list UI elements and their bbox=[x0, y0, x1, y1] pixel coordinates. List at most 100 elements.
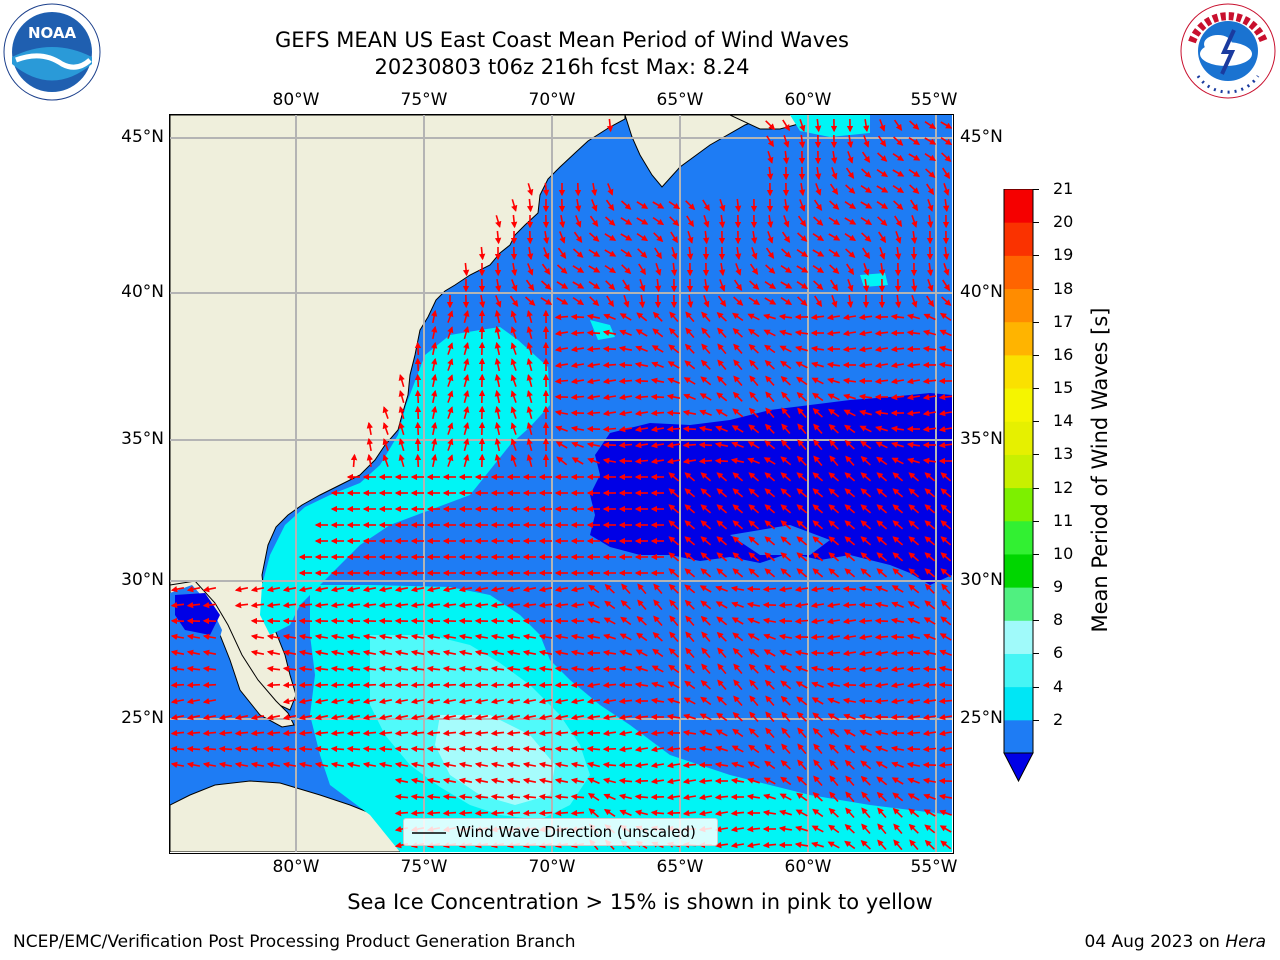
wave-direction-arrow bbox=[170, 633, 185, 641]
colorbar-tick-label: 9 bbox=[1053, 577, 1064, 597]
wave-direction-arrow bbox=[586, 409, 601, 417]
wave-direction-arrow bbox=[860, 568, 872, 578]
wave-direction-arrow bbox=[699, 393, 712, 401]
wave-direction-arrow bbox=[940, 616, 952, 626]
legend-line-icon bbox=[412, 832, 446, 834]
wave-direction-arrow bbox=[701, 327, 711, 339]
wave-direction-arrow bbox=[410, 681, 425, 689]
wave-direction-arrow bbox=[844, 504, 856, 514]
wave-direction-arrow bbox=[314, 681, 329, 689]
wave-direction-arrow bbox=[783, 135, 790, 148]
wave-direction-arrow bbox=[796, 504, 808, 514]
wave-direction-arrow bbox=[891, 585, 904, 593]
wave-direction-arrow bbox=[620, 217, 633, 225]
wave-direction-arrow bbox=[748, 488, 760, 498]
wave-direction-arrow bbox=[943, 263, 950, 276]
wave-direction-arrow bbox=[767, 151, 774, 164]
colorbar-tick-mark bbox=[1033, 454, 1039, 456]
wave-direction-arrow bbox=[827, 377, 840, 384]
wave-direction-arrow bbox=[250, 745, 265, 753]
wave-direction-arrow bbox=[494, 230, 502, 245]
wave-direction-arrow bbox=[622, 279, 630, 292]
wave-direction-arrow bbox=[431, 405, 438, 420]
wave-direction-arrow bbox=[698, 425, 713, 432]
wave-direction-arrow bbox=[638, 294, 646, 309]
wave-direction-arrow bbox=[526, 437, 533, 452]
wave-direction-arrow bbox=[796, 249, 809, 258]
wave-direction-arrow bbox=[314, 745, 329, 753]
colorbar-segment bbox=[1004, 487, 1033, 522]
wave-direction-arrow bbox=[634, 457, 649, 465]
wave-direction-arrow bbox=[894, 215, 903, 228]
wave-direction-arrow bbox=[797, 423, 807, 435]
wave-direction-arrow bbox=[941, 583, 951, 595]
map-legend: Wind Wave Direction (unscaled) bbox=[403, 818, 718, 846]
wave-direction-arrow bbox=[814, 166, 822, 181]
wave-direction-arrow bbox=[522, 586, 537, 593]
wave-direction-arrow bbox=[939, 312, 952, 322]
wave-direction-arrow bbox=[170, 601, 185, 609]
wave-direction-arrow bbox=[781, 423, 791, 435]
wave-direction-arrow bbox=[924, 472, 936, 482]
wave-direction-arrow bbox=[766, 135, 774, 148]
wave-direction-arrow bbox=[442, 681, 457, 689]
wave-direction-arrow bbox=[474, 745, 489, 753]
wave-direction-arrow bbox=[538, 745, 553, 753]
wave-direction-arrow bbox=[924, 153, 937, 162]
wave-direction-arrow bbox=[876, 201, 889, 210]
wave-direction-arrow bbox=[794, 585, 809, 593]
wave-direction-arrow bbox=[414, 389, 422, 404]
wave-direction-arrow bbox=[828, 217, 841, 226]
wave-direction-arrow bbox=[266, 601, 281, 609]
wave-direction-arrow bbox=[703, 295, 710, 308]
colorbar-segment bbox=[1004, 421, 1033, 455]
wave-direction-arrow bbox=[510, 438, 517, 451]
wave-direction-arrow bbox=[828, 488, 840, 498]
wave-direction-arrow bbox=[732, 520, 744, 530]
wave-direction-arrow bbox=[682, 457, 697, 465]
wave-direction-arrow bbox=[186, 745, 201, 753]
wave-direction-arrow bbox=[891, 457, 904, 465]
wave-direction-arrow bbox=[811, 361, 824, 368]
wave-direction-arrow bbox=[893, 136, 904, 146]
wave-direction-arrow bbox=[634, 377, 649, 385]
wave-direction-arrow bbox=[700, 376, 712, 386]
wave-direction-arrow bbox=[749, 391, 759, 403]
wave-direction-arrow bbox=[366, 453, 373, 468]
wave-direction-arrow bbox=[829, 200, 840, 210]
lon-tick-bottom: 75°W bbox=[400, 857, 448, 877]
wave-direction-arrow bbox=[892, 552, 904, 562]
wave-direction-arrow bbox=[906, 329, 921, 337]
wave-direction-arrow bbox=[892, 504, 904, 514]
wave-direction-arrow bbox=[570, 361, 585, 369]
colorbar-segment bbox=[1004, 222, 1033, 256]
wave-direction-arrow bbox=[700, 615, 711, 626]
wave-direction-arrow bbox=[747, 313, 760, 321]
wave-direction-arrow bbox=[652, 216, 665, 226]
wave-direction-arrow bbox=[716, 504, 728, 514]
wave-direction-arrow bbox=[910, 278, 918, 293]
wave-direction-arrow bbox=[747, 457, 760, 464]
map-panel bbox=[169, 114, 954, 854]
lat-tick-left: 25°N bbox=[121, 708, 164, 728]
lon-tick-top: 65°W bbox=[656, 90, 704, 110]
wave-direction-arrow bbox=[891, 601, 904, 608]
colorbar bbox=[1003, 188, 1034, 784]
wave-direction-arrow bbox=[938, 393, 952, 401]
wave-direction-arrow bbox=[636, 632, 648, 642]
wave-direction-arrow bbox=[554, 361, 569, 369]
wave-direction-arrow bbox=[447, 342, 454, 355]
wave-direction-arrow bbox=[876, 185, 889, 193]
wave-direction-arrow bbox=[845, 455, 855, 466]
wave-direction-arrow bbox=[605, 280, 616, 291]
wave-direction-arrow bbox=[458, 586, 473, 593]
wave-direction-arrow bbox=[766, 214, 774, 229]
wave-direction-arrow bbox=[732, 408, 744, 418]
wave-direction-arrow bbox=[522, 601, 537, 609]
wave-direction-arrow bbox=[810, 313, 825, 321]
wave-direction-arrow bbox=[701, 631, 711, 643]
wave-direction-arrow bbox=[654, 247, 662, 260]
wave-direction-arrow bbox=[636, 312, 648, 322]
wave-direction-arrow bbox=[782, 198, 790, 213]
wave-direction-arrow bbox=[362, 745, 377, 753]
